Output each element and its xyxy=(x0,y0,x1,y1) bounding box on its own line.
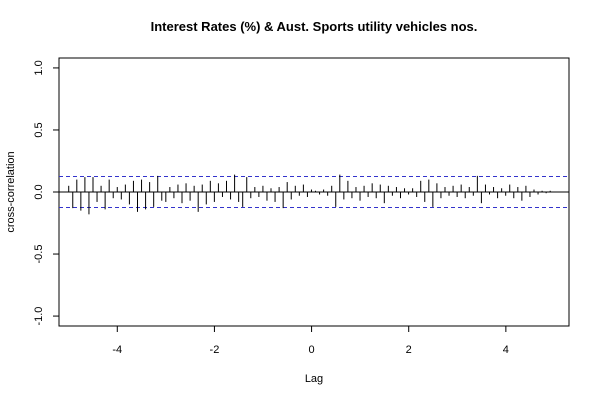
x-tick-label: -4 xyxy=(112,344,122,356)
x-tick-label: 0 xyxy=(309,344,315,356)
x-axis: -4 -2 0 2 4 xyxy=(112,325,509,356)
x-tick-label: -2 xyxy=(210,344,220,356)
y-tick-label: 1.0 xyxy=(33,60,45,75)
y-tick-label: -0.5 xyxy=(33,245,45,264)
y-tick-label: 0.5 xyxy=(33,122,45,137)
y-axis-label: cross-correlation xyxy=(5,151,17,232)
x-tick-label: 4 xyxy=(503,344,509,356)
y-tick-label: 0.0 xyxy=(33,184,45,199)
y-axis: -1.0 -0.5 0.0 0.5 1.0 xyxy=(33,60,60,326)
ccf-spikes xyxy=(68,174,551,215)
x-axis-label: Lag xyxy=(305,373,323,385)
x-tick-label: 2 xyxy=(406,344,412,356)
y-tick-label: -1.0 xyxy=(33,307,45,326)
chart-title: Interest Rates (%) & Aust. Sports utilit… xyxy=(151,19,478,34)
